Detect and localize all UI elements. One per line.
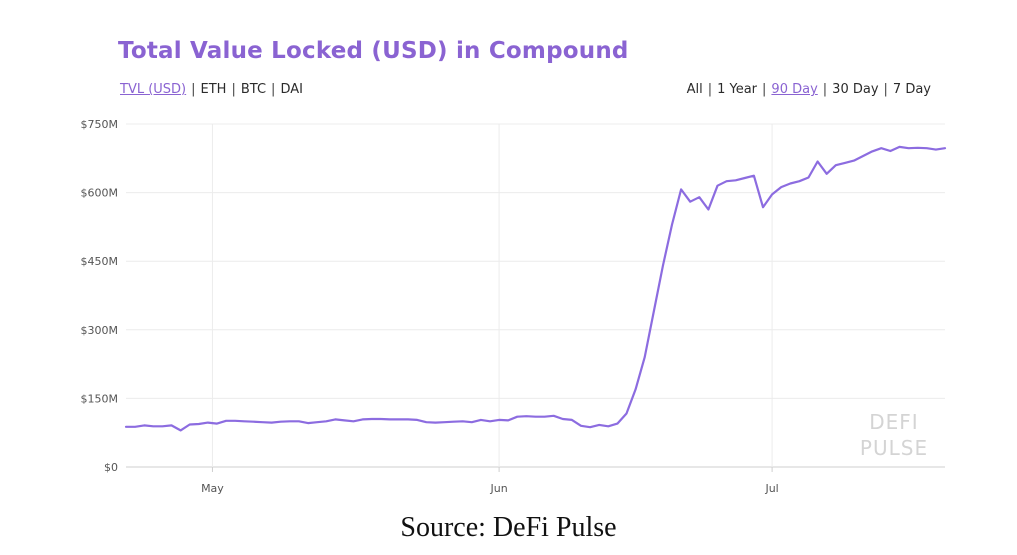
tab-tvl-usd[interactable]: TVL (USD) xyxy=(120,82,187,97)
tab-90-day[interactable]: 90 Day xyxy=(771,82,818,97)
y-tick-label: $450M xyxy=(81,255,119,268)
x-tick-label: Jul xyxy=(764,482,778,495)
tab-7-day[interactable]: 7 Day xyxy=(892,82,931,97)
y-tick-label: $300M xyxy=(81,324,119,337)
metric-tabs: TVL (USD) | ETH | BTC | DAI xyxy=(120,82,303,97)
tab-btc[interactable]: BTC xyxy=(240,82,267,97)
x-tick-label: Jun xyxy=(490,482,508,495)
tab-all[interactable]: All xyxy=(686,82,703,97)
chart-title: Total Value Locked (USD) in Compound xyxy=(118,38,629,64)
x-tick-label: May xyxy=(201,482,224,495)
y-tick-label: $150M xyxy=(81,392,119,405)
y-tick-label: $600M xyxy=(81,187,119,200)
tab-eth[interactable]: ETH xyxy=(200,82,227,97)
source-caption: Source: DeFi Pulse xyxy=(400,512,617,543)
watermark-defi: DEFI xyxy=(869,410,918,434)
tab-dai[interactable]: DAI xyxy=(280,82,303,97)
y-tick-label: $0 xyxy=(104,461,118,474)
tvl-series-line xyxy=(124,145,947,432)
tab-1-year[interactable]: 1 Year xyxy=(717,82,758,97)
watermark-pulse: PULSE xyxy=(860,436,928,460)
range-tabs: All | 1 Year | 90 Day | 30 Day | 7 Day xyxy=(686,82,931,97)
tab-30-day[interactable]: 30 Day xyxy=(832,82,879,97)
tvl-line-chart: $0 $150M $300M $450M $600M $750M May Jun Jul DEF… xyxy=(81,118,947,495)
y-tick-label: $750M xyxy=(81,118,119,131)
